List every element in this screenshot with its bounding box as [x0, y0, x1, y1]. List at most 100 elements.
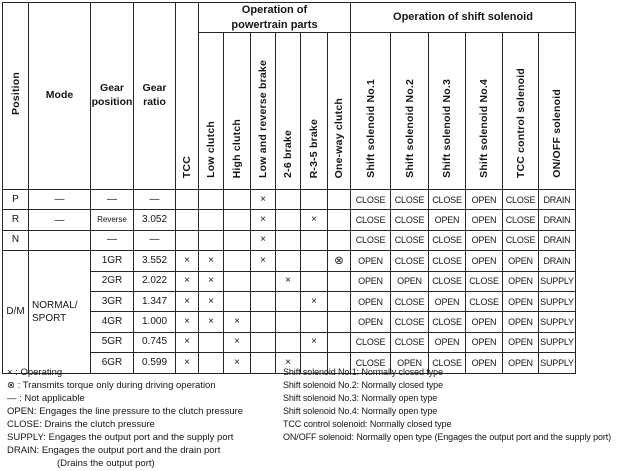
- gear-ratio-cell: 2.022: [133, 270, 176, 292]
- column-label: One-way clutch: [333, 97, 345, 178]
- solenoid-state-cell: CLOSE: [390, 311, 429, 333]
- position-column-label: Position: [9, 71, 22, 115]
- part-mark-cell: ×: [223, 331, 251, 354]
- r-3-5-brake-column-header: R-3-5 brake: [300, 32, 328, 190]
- legend-line: (Drains the output port): [57, 458, 155, 469]
- part-mark-cell: [250, 331, 276, 354]
- legend-line: Shift solenoid No.4: Normally open type: [283, 406, 438, 416]
- solenoid-state-cell: OPEN: [465, 188, 503, 211]
- solenoid-state-cell: OPEN: [502, 270, 539, 292]
- solenoid-state-cell: CLOSE: [465, 270, 503, 292]
- legend-line: — : Not applicable: [7, 393, 85, 404]
- shift-solenoid-3-column-header: Shift solenoid No.3: [428, 32, 466, 190]
- solenoid-state-cell: DRAIN: [538, 250, 576, 272]
- part-mark-cell: [327, 331, 351, 354]
- solenoid-state-cell: OPEN: [465, 311, 503, 333]
- tcc-column-label: TCC: [181, 155, 193, 178]
- solenoid-state-cell: OPEN: [502, 290, 539, 313]
- part-mark-cell: [175, 229, 199, 252]
- table-row: 6GR 0.599 × × × CLOSE OPEN CLOSE OPEN OPEN SUPPLY: [3, 352, 576, 374]
- position-column-header: Position: [2, 2, 29, 190]
- column-label: Shift solenoid No.3: [441, 79, 453, 178]
- mode-cell: —: [28, 209, 91, 231]
- solenoid-state-cell: OPEN: [502, 331, 539, 354]
- part-mark-cell: [198, 209, 224, 231]
- mode-column-header: Mode: [28, 2, 91, 190]
- high-clutch-column-header: High clutch: [223, 32, 251, 190]
- solenoid-state-cell: CLOSE: [390, 229, 429, 252]
- part-mark-cell: ×: [300, 331, 328, 354]
- low-clutch-column-header: Low clutch: [198, 32, 224, 190]
- column-label: Shift solenoid No.1: [364, 79, 377, 178]
- shift-solenoid-4-column-header: Shift solenoid No.4: [465, 32, 503, 190]
- solenoid-state-cell: CLOSE: [390, 290, 429, 313]
- column-label: R-3-5 brake: [308, 118, 320, 178]
- solenoid-state-cell: OPEN: [350, 311, 391, 333]
- part-mark-cell: ×: [198, 250, 224, 272]
- gear-position-cell: 2GR: [90, 270, 134, 292]
- solenoid-state-cell: OPEN: [350, 270, 391, 292]
- tcc-control-solenoid-column-header: TCC control solenoid: [502, 32, 539, 190]
- part-mark-cell: [223, 290, 251, 313]
- legend-line: Shift solenoid No.1: Normally closed typ…: [283, 367, 443, 377]
- part-mark-cell: [327, 270, 351, 292]
- legend-line: Shift solenoid No.2: Normally closed typ…: [283, 380, 443, 390]
- table-row: D/M NORMAL/ SPORT 1GR 3.552 × × × ⊗ OPEN CLOSE CLO…: [2, 250, 576, 374]
- column-label: High clutch: [231, 118, 243, 178]
- gear-position-cell: —: [90, 188, 134, 211]
- gear-ratio-column-header: Gear ratio: [133, 2, 176, 190]
- part-mark-cell: [300, 188, 328, 211]
- table-row: N — — × CLOSE CLOSE CLOSE OPEN CLOSE DRAIN: [2, 229, 576, 252]
- legend-right: Shift solenoid No.1: Normally closed typ…: [283, 366, 611, 444]
- legend-line: Shift solenoid No.3: Normally open type: [283, 393, 438, 403]
- transmission-operation-table: Position Mode Gear position Gear ratio T…: [2, 2, 576, 374]
- solenoid-state-cell: CLOSE: [390, 250, 429, 272]
- column-label: TCC control solenoid: [514, 67, 527, 178]
- gear-position-cell: —: [90, 229, 134, 252]
- part-mark-cell: [223, 270, 251, 292]
- column-label: Low and reverse brake: [257, 59, 269, 178]
- solenoid-state-cell: OPEN: [465, 250, 503, 272]
- gear-ratio-cell: 1.347: [133, 290, 176, 313]
- part-mark-cell: ×: [175, 250, 199, 272]
- part-mark-cell: [275, 290, 301, 313]
- part-mark-cell: [275, 331, 301, 354]
- solenoid-state-cell: SUPPLY: [538, 331, 576, 354]
- solenoid-state-cell: OPEN: [428, 331, 466, 354]
- part-mark-cell: ×: [198, 290, 224, 313]
- solenoid-state-cell: CLOSE: [350, 331, 391, 354]
- gear-position-cell: 3GR: [90, 290, 134, 313]
- gear-ratio-cell: —: [133, 188, 176, 211]
- part-mark-cell: [327, 209, 351, 231]
- gear-ratio-cell: 1.000: [133, 311, 176, 333]
- part-mark-cell: [223, 209, 251, 231]
- mode-cell: [28, 229, 91, 252]
- solenoid-state-cell: SUPPLY: [538, 311, 576, 333]
- solenoid-state-cell: DRAIN: [538, 209, 576, 231]
- shift-solenoid-2-column-header: Shift solenoid No.2: [390, 32, 429, 190]
- gear-position-cell: 1GR: [90, 250, 134, 272]
- part-mark-cell: [327, 290, 351, 313]
- solenoid-state-cell: CLOSE: [502, 229, 539, 252]
- gear-position-column-header: Gear position: [90, 2, 134, 190]
- solenoid-state-cell: SUPPLY: [538, 290, 576, 313]
- column-label: ON/OFF solenoid: [551, 89, 563, 178]
- part-mark-cell: [250, 290, 276, 313]
- part-mark-cell: [275, 229, 301, 252]
- part-mark-cell: [275, 209, 301, 231]
- table-row: P — — — × CLOSE CLOSE CLOSE OPEN CLOSE DRAIN: [2, 188, 576, 211]
- solenoid-state-cell: OPEN: [350, 290, 391, 313]
- part-mark-cell: [223, 229, 251, 252]
- gear-position-cell: 4GR: [90, 311, 134, 333]
- part-mark-cell: [223, 250, 251, 272]
- part-mark-cell: [198, 188, 224, 211]
- legend-line: ON/OFF solenoid: Normally open type (Eng…: [283, 432, 612, 442]
- on-off-solenoid-column-header: ON/OFF solenoid: [538, 32, 576, 190]
- part-mark-cell: ×: [175, 270, 199, 292]
- part-mark-cell: ×: [175, 331, 199, 354]
- low-reverse-brake-column-header: Low and reverse brake: [250, 32, 276, 190]
- part-mark-cell: [327, 229, 351, 252]
- powertrain-group-header: Operation of powertrain parts: [198, 2, 351, 33]
- gear-ratio-cell: 3.552: [133, 250, 176, 272]
- solenoid-state-cell: CLOSE: [350, 229, 391, 252]
